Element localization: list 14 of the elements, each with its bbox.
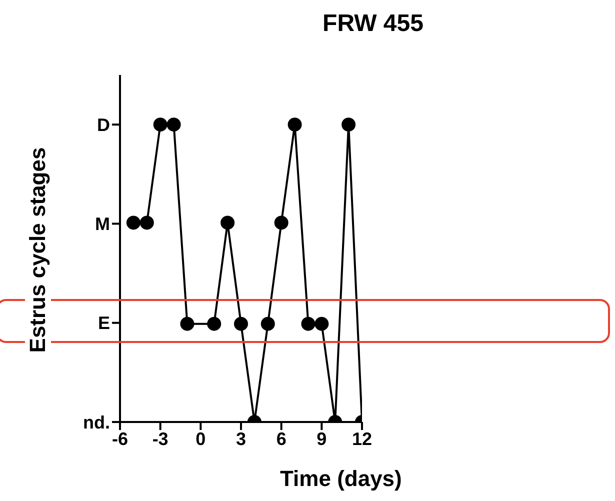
x-tick-label: 9 — [316, 428, 327, 449]
x-tick-label: -6 — [112, 428, 128, 449]
text: D — [97, 114, 110, 135]
x-tick-label: 6 — [276, 428, 286, 449]
y-axis-title: Estrus cycle stages — [25, 145, 51, 355]
x-axis-title: Time (days) — [280, 466, 402, 491]
text: M — [95, 214, 110, 234]
x-tick-label: 12 — [352, 428, 372, 449]
text: E — [98, 313, 110, 334]
x-tick-label: 3 — [236, 428, 246, 449]
x-tick-label: -3 — [152, 428, 168, 449]
x-tick-label: 0 — [196, 428, 206, 449]
chart-title: FRW 455 — [322, 10, 424, 38]
text: nd. — [83, 412, 110, 432]
